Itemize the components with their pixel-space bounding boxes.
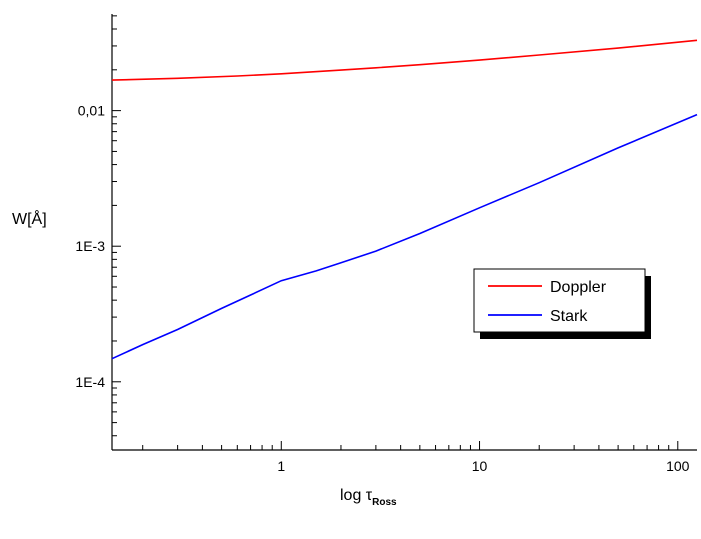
series-line-stark xyxy=(111,113,698,360)
x-tick-label: 10 xyxy=(472,458,488,474)
axes-layer: 1 10 100 1E-4 1E-3 0,01 xyxy=(75,14,697,474)
series-line-doppler xyxy=(111,39,698,81)
x-tick-label: 1 xyxy=(277,458,285,474)
legend-box xyxy=(473,268,646,333)
legend: Doppler Stark xyxy=(473,268,651,339)
legend-label-stark: Stark xyxy=(550,308,588,325)
legend-label-doppler: Doppler xyxy=(550,279,607,296)
y-tick-label: 0,01 xyxy=(78,103,105,119)
x-axis-label-sub: Ross xyxy=(372,497,397,508)
x-axis-label-main: log τ xyxy=(340,487,373,504)
y-axis-label: W[Å] xyxy=(12,209,47,228)
x-tick-label: 100 xyxy=(666,458,690,474)
y-tick-label: 1E-3 xyxy=(75,238,105,254)
y-tick-label: 1E-4 xyxy=(75,374,105,390)
x-axis-label: log τRoss xyxy=(340,487,397,508)
series-layer xyxy=(111,39,698,360)
